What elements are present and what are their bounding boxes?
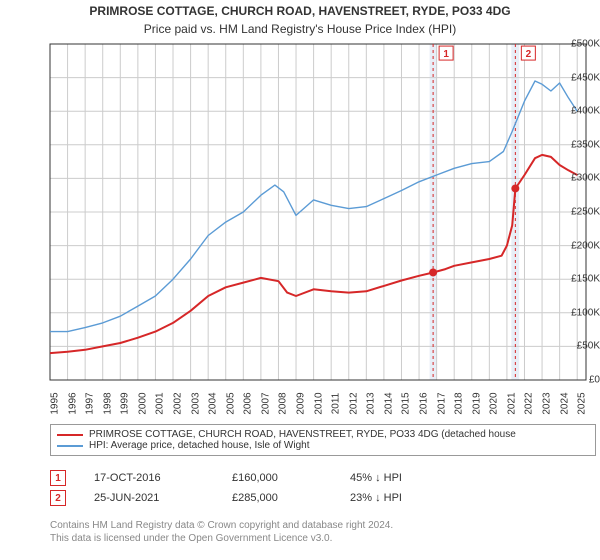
y-tick-label: £500K bbox=[556, 39, 600, 50]
x-tick-label: 2010 bbox=[313, 392, 324, 414]
sales-marker-icon: 2 bbox=[50, 490, 66, 506]
attribution: Contains HM Land Registry data © Crown c… bbox=[50, 520, 393, 545]
legend-row: PRIMROSE COTTAGE, CHURCH ROAD, HAVENSTRE… bbox=[57, 429, 589, 440]
x-tick-label: 2016 bbox=[419, 392, 430, 414]
legend-label: HPI: Average price, detached house, Isle… bbox=[89, 440, 310, 451]
y-tick-label: £400K bbox=[556, 106, 600, 117]
sale-dot bbox=[511, 184, 519, 192]
x-tick-label: 2008 bbox=[278, 392, 289, 414]
sale-marker-id: 1 bbox=[443, 49, 449, 60]
x-tick-label: 2006 bbox=[243, 392, 254, 414]
sales-delta: 45% ↓ HPI bbox=[350, 472, 402, 484]
y-tick-label: £350K bbox=[556, 139, 600, 150]
y-tick-label: £100K bbox=[556, 307, 600, 318]
x-tick-label: 1997 bbox=[85, 392, 96, 414]
x-tick-label: 2007 bbox=[261, 392, 272, 414]
x-tick-label: 2001 bbox=[155, 392, 166, 414]
x-tick-label: 2011 bbox=[330, 393, 341, 415]
x-tick-label: 2015 bbox=[401, 392, 412, 414]
x-tick-label: 1996 bbox=[67, 392, 78, 414]
y-tick-label: £0 bbox=[556, 375, 600, 386]
y-tick-label: £450K bbox=[556, 72, 600, 83]
chart-container: { "title": "PRIMROSE COTTAGE, CHURCH ROA… bbox=[0, 0, 600, 560]
x-tick-label: 2017 bbox=[436, 392, 447, 414]
legend-swatch bbox=[57, 434, 83, 436]
legend-row: HPI: Average price, detached house, Isle… bbox=[57, 440, 589, 451]
x-tick-label: 2000 bbox=[137, 392, 148, 414]
y-tick-label: £250K bbox=[556, 207, 600, 218]
sales-price: £160,000 bbox=[232, 472, 322, 484]
x-tick-label: 2013 bbox=[366, 392, 377, 414]
x-tick-label: 2014 bbox=[384, 392, 395, 414]
x-tick-label: 2012 bbox=[348, 392, 359, 414]
x-tick-label: 2022 bbox=[524, 392, 535, 414]
x-tick-label: 2023 bbox=[542, 392, 553, 414]
x-tick-label: 2002 bbox=[173, 392, 184, 414]
x-tick-label: 2018 bbox=[454, 392, 465, 414]
x-tick-label: 2004 bbox=[208, 392, 219, 414]
x-tick-label: 2025 bbox=[577, 392, 588, 414]
x-tick-label: 2003 bbox=[190, 392, 201, 414]
x-tick-label: 1999 bbox=[120, 392, 131, 414]
sales-price: £285,000 bbox=[232, 492, 322, 504]
x-tick-label: 2021 bbox=[507, 392, 518, 414]
y-tick-label: £200K bbox=[556, 240, 600, 251]
legend-swatch bbox=[57, 445, 83, 447]
sale-dot bbox=[429, 268, 437, 276]
chart-svg: 12 bbox=[0, 0, 600, 420]
sales-date: 17-OCT-2016 bbox=[94, 472, 204, 484]
sales-row: 1 17-OCT-2016 £160,000 45% ↓ HPI bbox=[50, 470, 402, 486]
sales-row: 2 25-JUN-2021 £285,000 23% ↓ HPI bbox=[50, 490, 402, 506]
legend: PRIMROSE COTTAGE, CHURCH ROAD, HAVENSTRE… bbox=[50, 424, 596, 456]
attribution-line-2: This data is licensed under the Open Gov… bbox=[50, 533, 393, 546]
sales-delta: 23% ↓ HPI bbox=[350, 492, 402, 504]
attribution-line-1: Contains HM Land Registry data © Crown c… bbox=[50, 520, 393, 533]
y-tick-label: £300K bbox=[556, 173, 600, 184]
x-tick-label: 2020 bbox=[489, 392, 500, 414]
x-tick-label: 2009 bbox=[296, 392, 307, 414]
sales-date: 25-JUN-2021 bbox=[94, 492, 204, 504]
y-tick-label: £50K bbox=[556, 341, 600, 352]
legend-label: PRIMROSE COTTAGE, CHURCH ROAD, HAVENSTRE… bbox=[89, 429, 516, 440]
sales-marker-icon: 1 bbox=[50, 470, 66, 486]
x-tick-label: 1995 bbox=[50, 392, 61, 414]
x-tick-label: 2005 bbox=[225, 392, 236, 414]
x-tick-label: 2024 bbox=[559, 392, 570, 414]
x-tick-label: 2019 bbox=[471, 392, 482, 414]
plot-area: 12£0£50K£100K£150K£200K£250K£300K£350K£4… bbox=[0, 0, 600, 420]
sale-marker-id: 2 bbox=[526, 49, 532, 60]
sales-table: 1 17-OCT-2016 £160,000 45% ↓ HPI 2 25-JUN-202… bbox=[50, 470, 402, 510]
x-tick-label: 1998 bbox=[102, 392, 113, 414]
y-tick-label: £150K bbox=[556, 274, 600, 285]
